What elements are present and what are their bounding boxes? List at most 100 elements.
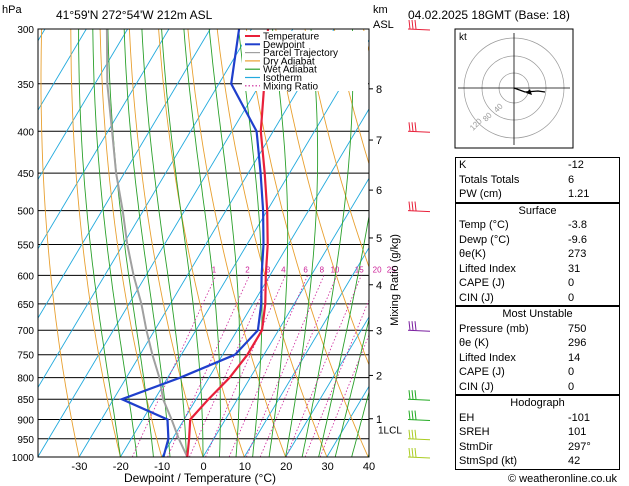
wind-barb-feather xyxy=(414,122,417,132)
mixing-ratio-label: 8 xyxy=(320,265,325,274)
hodograph-trace xyxy=(513,87,546,93)
pressure-tick-900: 900 xyxy=(17,416,34,427)
mixing-ratio-line-15 xyxy=(285,275,362,457)
wet-adiabat xyxy=(123,29,171,457)
legend-entry: Dewpoint xyxy=(263,40,305,51)
mixing-ratio-line-2 xyxy=(167,275,250,457)
surface-box: Surface Temp (°C) -3.8 Dewp (°C) -9.6 θe(K) 27… xyxy=(455,202,620,306)
row-value: 31 xyxy=(568,262,581,275)
row-value: -9.6 xyxy=(568,233,587,246)
wind-barb-feather xyxy=(411,410,414,420)
wind-barb-feather xyxy=(411,19,414,30)
km-tick-3: 3 xyxy=(376,326,382,338)
row-value: 0 xyxy=(568,277,575,289)
mixing-ratio-label: 20 xyxy=(373,265,382,274)
pressure-tick-450: 450 xyxy=(17,169,34,180)
table-row: CIN (J) 0 xyxy=(456,380,619,395)
wind-barb-feather xyxy=(408,201,411,211)
wet-adiabat xyxy=(318,213,369,457)
temp-tick--10: -10 xyxy=(154,461,170,473)
row-label: CIN (J) xyxy=(459,380,494,393)
isotherm--90 xyxy=(38,29,87,111)
row-value: -101 xyxy=(568,411,591,424)
km-tick-6: 6 xyxy=(376,185,382,197)
mixing-ratio-label: 25 xyxy=(387,265,396,274)
legend-entry: Dry Adiabat xyxy=(263,56,315,67)
row-label: StmDir xyxy=(459,440,493,453)
mixing-ratio-label: 10 xyxy=(330,265,339,274)
wind-barb-850 xyxy=(407,398,431,401)
wet-adiabat xyxy=(285,29,319,457)
wind-barb-feather xyxy=(408,19,411,30)
dry-adiabat xyxy=(128,29,204,457)
km-tick-4: 4 xyxy=(376,280,382,292)
wind-barb-feather xyxy=(411,390,414,400)
table-row: SREH 101 xyxy=(456,425,619,440)
table-row: K -12 xyxy=(456,158,619,173)
asl-label: ASL xyxy=(373,19,394,31)
wind-barb-feather xyxy=(414,447,417,458)
row-label: Pressure (mb) xyxy=(459,322,529,335)
row-label: CAPE (J) xyxy=(459,277,505,289)
row-value: 0 xyxy=(568,291,575,304)
indices-box: K -12 Totals Totals 6 PW (cm) 1.21 xyxy=(455,157,620,203)
legend-entry: Isotherm xyxy=(263,73,302,84)
x-axis-label: Dewpoint / Temperature (°C) xyxy=(124,471,276,485)
dry-adiabat xyxy=(40,29,80,457)
wind-barb-300 xyxy=(407,28,431,31)
table-row: CIN (J) 0 xyxy=(456,291,619,306)
row-value: 0 xyxy=(568,380,575,393)
row-label: SREH xyxy=(459,426,490,438)
dry-adiabat xyxy=(187,29,287,457)
hpa-label: hPa xyxy=(2,4,22,16)
row-label: CIN (J) xyxy=(459,291,494,304)
mixing-ratio-axis-label: Mixing Ratio (g/kg) xyxy=(389,234,401,326)
table-section-title: Most Unstable xyxy=(502,308,573,320)
km-tick-7: 7 xyxy=(376,135,382,147)
table-row: Pressure (mb) 750 xyxy=(456,322,619,337)
location-label: 41°59'N 272°54'W 212m ASL xyxy=(56,8,213,22)
pressure-tick-700: 700 xyxy=(17,326,34,337)
wind-barb-700 xyxy=(407,329,431,332)
table-row: Temp (°C) -3.8 xyxy=(456,218,619,233)
wind-barb-feather xyxy=(414,429,417,439)
row-value: 273 xyxy=(568,248,587,260)
row-label: CAPE (J) xyxy=(459,366,505,378)
dry-adiabat xyxy=(304,29,369,269)
indices-table: K -12 Totals Totals 6 PW (cm) 1.21 Surface Tem… xyxy=(455,157,620,470)
wind-barb-feather xyxy=(414,410,417,420)
pressure-tick-550: 550 xyxy=(17,240,34,251)
wet-adiabat xyxy=(334,317,369,457)
row-value: 14 xyxy=(568,351,581,364)
mixing-ratio-label: 15 xyxy=(355,265,364,274)
legend-background xyxy=(242,31,368,91)
isotherm-0 xyxy=(202,177,369,457)
temp-tick-30: 30 xyxy=(322,461,334,473)
isotherm--110 xyxy=(0,29,4,457)
wet-adiabat xyxy=(208,29,241,457)
temp-tick--20: -20 xyxy=(113,461,129,473)
temp-tick-10: 10 xyxy=(239,461,251,473)
mixing-ratio-line-6 xyxy=(228,275,308,457)
pressure-tick-850: 850 xyxy=(17,395,34,406)
wind-barb-feather xyxy=(411,201,414,211)
table-row: StmSpd (kt) 42 xyxy=(456,454,619,469)
isotherm-20 xyxy=(285,316,369,457)
km-tick-1: 1 xyxy=(376,414,382,426)
mixing-ratio-label: 6 xyxy=(303,265,308,274)
row-value: 297° xyxy=(568,440,591,453)
datetime-label: 04.02.2025 18GMT (Base: 18) xyxy=(408,8,570,22)
table-section-title: Surface xyxy=(518,204,557,217)
pressure-tick-950: 950 xyxy=(17,435,34,446)
wind-barb-feather xyxy=(408,429,411,439)
pressure-tick-500: 500 xyxy=(17,207,34,218)
table-row: CAPE (J) 0 xyxy=(456,276,619,291)
wind-barb-900 xyxy=(407,419,431,422)
wet-adiabat xyxy=(141,29,187,457)
wind-barb-feather xyxy=(408,321,411,331)
pressure-tick-350: 350 xyxy=(17,80,34,91)
row-value: -3.8 xyxy=(568,219,587,231)
wind-barb-feather xyxy=(414,321,417,331)
temperature-line xyxy=(186,29,270,457)
